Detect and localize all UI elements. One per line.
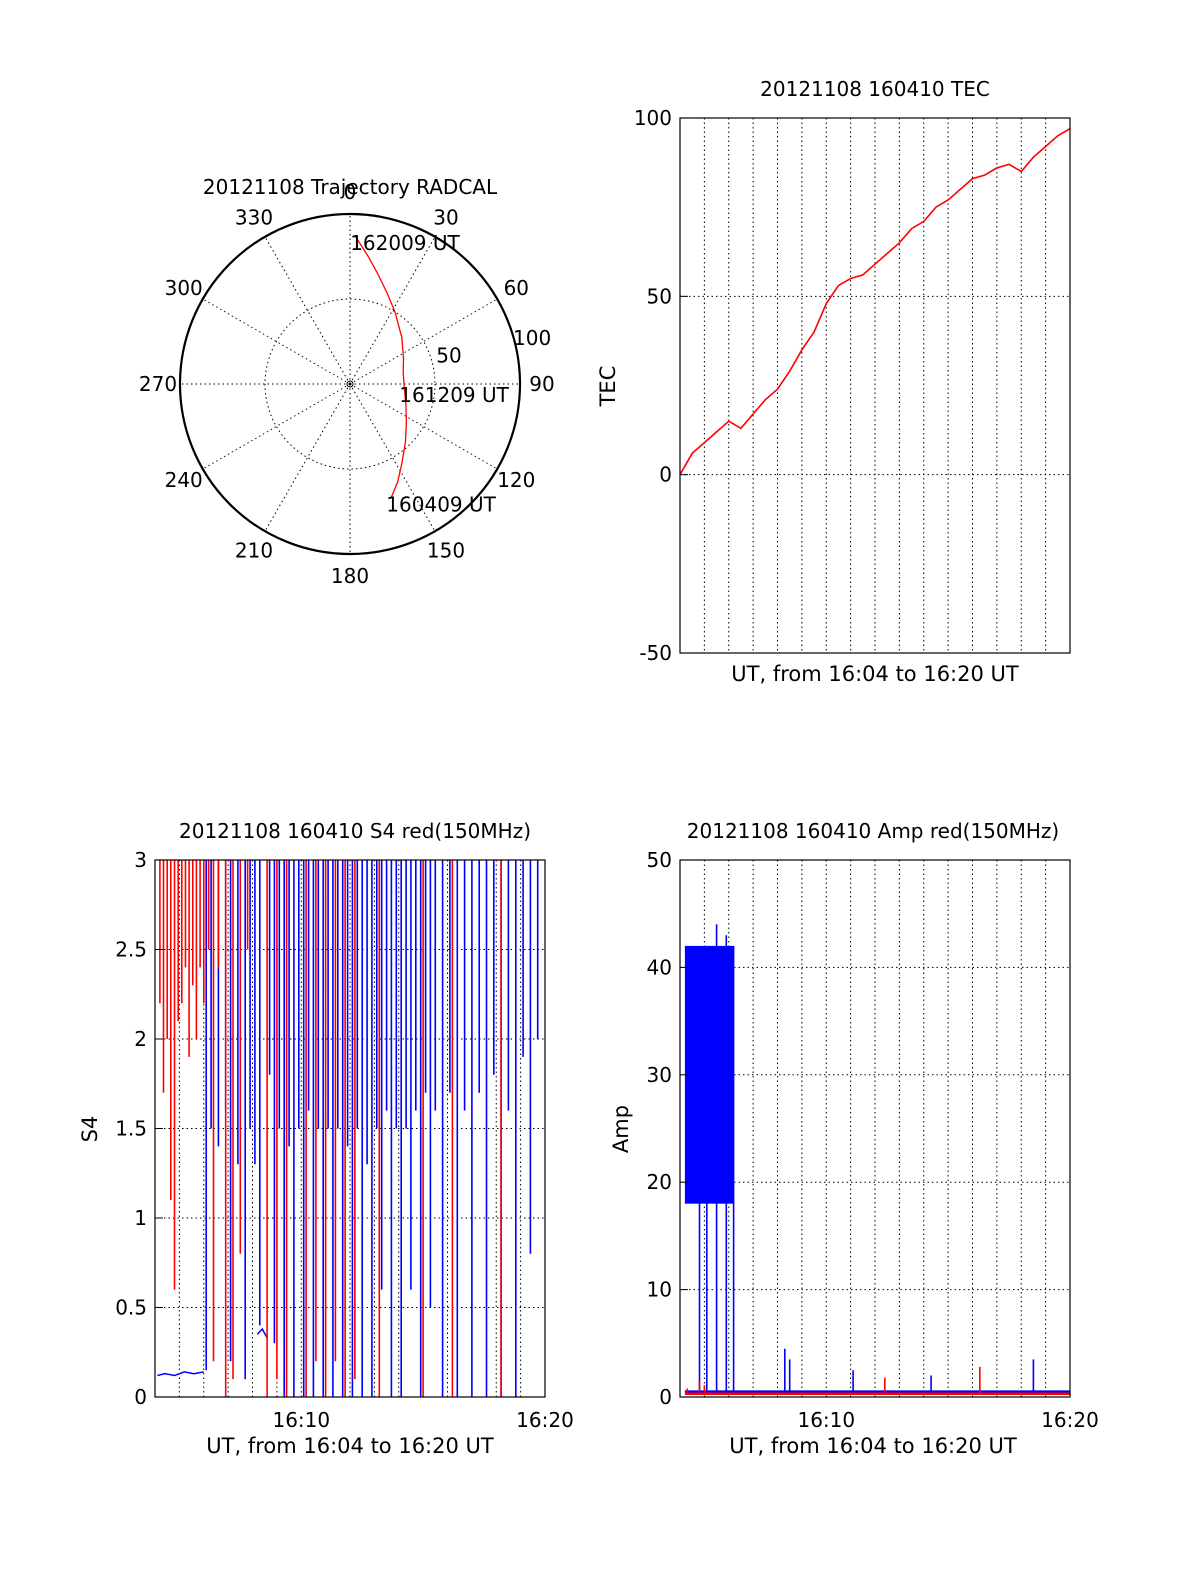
azimuth-label: 90 [529,372,554,396]
y-tick-label: 3 [134,848,147,872]
y-tick-label: 0 [134,1385,147,1409]
radial-label: 50 [436,344,461,368]
polar-spoke [349,298,498,385]
tec-plot-frame [679,117,1071,654]
y-tick-label: 20 [647,1170,672,1194]
y-tick-label: 10 [647,1278,672,1302]
y-tick-label: -50 [639,641,672,665]
amp-y-axis-label: Amp [609,1105,633,1153]
amp-chart: 20121108 160410 Amp red(150MHz) UT, from… [609,819,1099,1458]
time-annotation: 161209 UT [399,383,509,407]
s4-chart: 20121108 160410 S4 red(150MHz) UT, from … [78,819,574,1458]
polar-spoke [264,383,351,532]
polar-grid [178,212,522,556]
y-tick-label: 50 [647,848,672,872]
azimuth-label: 330 [235,206,273,230]
trajectory-polar-chart: 20121108 Trajectory RADCAL 0 30 60 90 120 150… [139,175,555,588]
radial-label: 100 [513,326,551,350]
blue-series-segment [157,1371,204,1377]
azimuth-label: 300 [165,276,203,300]
s4-series [157,860,539,1397]
tec-chart: 20121108 160410 TEC UT, from 16:04 to 16… [596,77,1071,686]
polar-title: 20121108 Trajectory RADCAL [203,175,498,199]
polar-outer-ring [178,212,522,556]
azimuth-label: 180 [331,564,369,588]
azimuth-label: 120 [497,468,535,492]
polar-spoke [349,383,498,470]
polar-spoke [202,383,351,470]
y-tick-label: 100 [634,106,672,130]
s4-title: 20121108 160410 S4 red(150MHz) [179,819,531,843]
y-tick-label: 1 [134,1206,147,1230]
y-tick-label: 1.5 [115,1117,147,1141]
s4-ticks: 3 2.5 2 1.5 1 0.5 0 16:10 16:20 [115,848,574,1432]
azimuth-label: 210 [235,538,273,562]
azimuth-label: 0 [344,180,357,204]
polar-ring-50 [264,298,436,470]
s4-x-axis-label: UT, from 16:04 to 16:20 UT [206,1434,494,1458]
azimuth-label: 30 [433,206,458,230]
tec-ticks: 100 50 0 -50 [634,106,688,665]
y-tick-label: 2 [134,1027,147,1051]
blue-series-segment [256,1327,268,1339]
amp-plot-frame [679,859,1071,1398]
tec-series [679,128,1071,476]
polar-labels: 0 30 60 90 120 150 180 210 240 270 300 330 50 100 1620… [139,180,555,588]
y-tick-label: 0 [659,1385,672,1409]
s4-plot-frame [154,859,546,1398]
y-tick-label: 0.5 [115,1296,147,1320]
x-tick-label: 16:10 [797,1408,855,1432]
azimuth-label: 240 [165,468,203,492]
polar-spoke [349,236,436,385]
y-tick-label: 40 [647,955,672,979]
polar-spoke [264,236,351,385]
y-tick-label: 30 [647,1063,672,1087]
red-series-line [679,128,1071,476]
azimuth-label: 60 [504,276,529,300]
tec-y-axis-label: TEC [596,366,620,408]
y-tick-label: 0 [659,463,672,487]
amp-grid [680,860,1070,1397]
tec-title: 20121108 160410 TEC [760,77,990,101]
polar-trajectory [354,235,408,498]
amp-title: 20121108 160410 Amp red(150MHz) [687,819,1059,843]
amp-x-axis-label: UT, from 16:04 to 16:20 UT [729,1434,1017,1458]
y-tick-label: 2.5 [115,938,147,962]
x-tick-label: 16:20 [1041,1408,1099,1432]
azimuth-label: 270 [139,372,177,396]
time-annotation: 160409 UT [386,492,496,516]
y-tick-label: 50 [647,284,672,308]
tec-x-axis-label: UT, from 16:04 to 16:20 UT [731,662,1019,686]
polar-spoke [202,298,351,385]
trajectory-line [354,235,408,498]
tec-grid [680,118,1070,653]
x-tick-label: 16:20 [516,1408,574,1432]
x-tick-label: 16:10 [272,1408,330,1432]
s4-y-axis-label: S4 [78,1116,102,1143]
polar-center [346,380,354,388]
azimuth-label: 150 [427,538,465,562]
polar-spoke [349,383,436,532]
amp-series [684,924,1070,1396]
time-annotation: 162009 UT [350,231,460,255]
